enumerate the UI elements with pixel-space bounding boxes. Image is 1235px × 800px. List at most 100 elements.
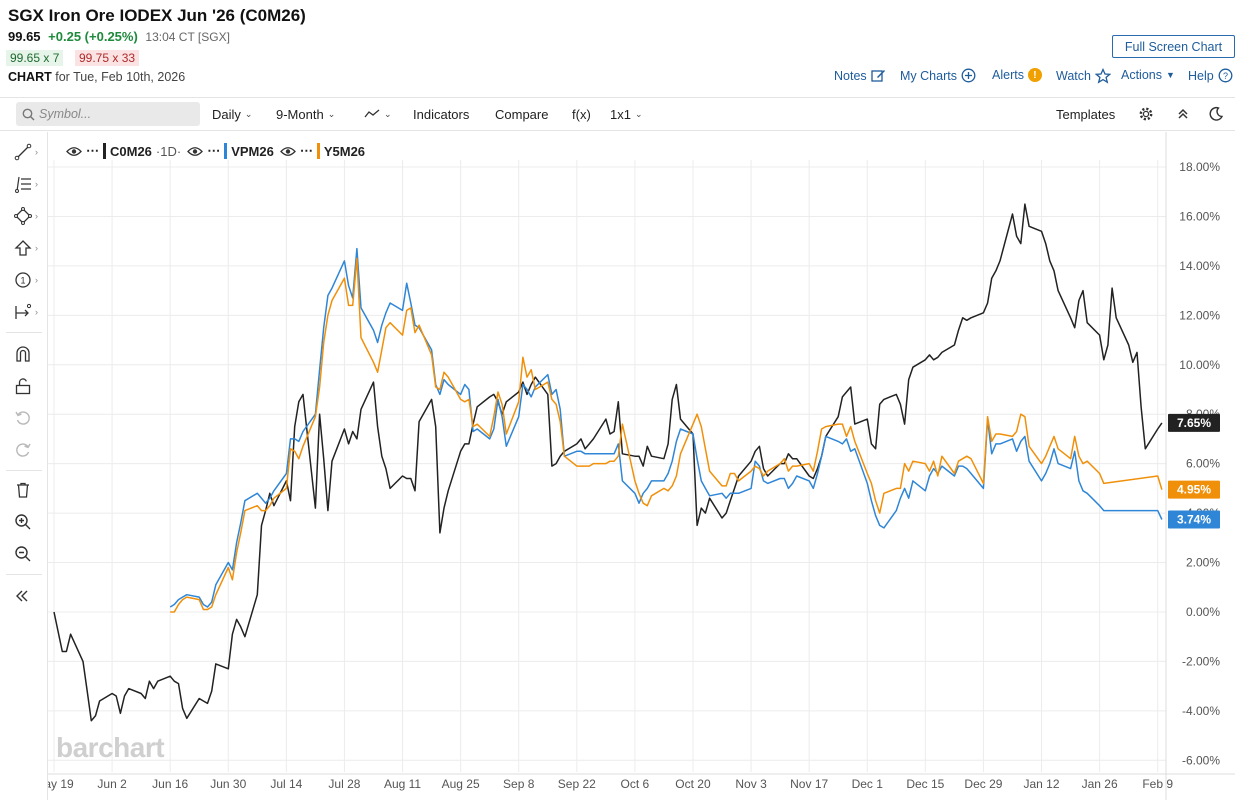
x-tick-label: Feb 9 [1142, 777, 1173, 791]
templates-button[interactable]: Templates [1056, 106, 1116, 122]
x-tick-label: Jan 26 [1082, 777, 1118, 791]
alert-icon: ! [1027, 68, 1042, 82]
svg-text:1: 1 [20, 276, 25, 286]
legend-label: C0M26 [110, 143, 152, 159]
legend-item-y5m26[interactable]: ⋯ Y5M26 [279, 143, 365, 159]
star-icon [1094, 68, 1111, 84]
alerts-label: Alerts [992, 68, 1024, 82]
fibonacci-icon [15, 176, 31, 193]
watch-button[interactable]: Watch [1056, 68, 1111, 84]
alerts-button[interactable]: Alerts ! [992, 68, 1042, 82]
svg-text:?: ? [1223, 71, 1228, 81]
annotation-tool[interactable]: 1 › [14, 268, 44, 292]
trendline-icon [14, 143, 32, 161]
series-color-swatch [224, 143, 228, 159]
series-color-swatch [103, 143, 106, 159]
plus-circle-icon [961, 68, 976, 83]
actions-menu[interactable]: Actions ▼ [1121, 68, 1175, 82]
series-line-c0m26[interactable] [53, 203, 1163, 722]
question-circle-icon: ? [1218, 68, 1233, 83]
help-button[interactable]: Help ? [1188, 68, 1233, 83]
symbol-placeholder: Symbol... [39, 107, 92, 121]
chevron-down-icon: ⌄ [244, 108, 253, 119]
quote-time: 13:04 CT [SGX] [145, 30, 230, 44]
divider [6, 332, 42, 333]
y-tick-label: -2.00% [1182, 654, 1220, 668]
barchart-watermark: barchart [56, 732, 165, 763]
y-tick-label: 6.00% [1186, 457, 1220, 471]
x-tick-label: Sep 8 [503, 777, 535, 791]
full-screen-chart-button[interactable]: Full Screen Chart [1112, 35, 1235, 58]
series-line-y5m26[interactable] [170, 257, 1163, 613]
legend-sublabel: ·1D· [155, 143, 182, 159]
undo-button[interactable] [14, 406, 44, 430]
trendline-tool[interactable]: › [14, 140, 44, 164]
indicators-button[interactable]: Indicators [413, 106, 470, 122]
compare-button[interactable]: Compare [495, 106, 549, 122]
settings-button[interactable] [1138, 98, 1154, 130]
unlock-icon [15, 378, 31, 395]
period-select[interactable]: 9-Month ⌄ [276, 98, 335, 130]
more-icon[interactable]: ⋯ [86, 143, 99, 158]
moon-icon [1209, 106, 1224, 121]
caret-down-icon: ▼ [1166, 70, 1175, 80]
x-tick-label: Oct 20 [675, 777, 711, 791]
shapes-tool[interactable]: › [14, 204, 44, 228]
notes-button[interactable]: Notes [834, 68, 886, 83]
eye-icon[interactable] [187, 146, 204, 157]
measure-tool[interactable]: › [14, 300, 44, 324]
last-value-label: 4.95% [1177, 483, 1211, 497]
x-tick-label: Aug 25 [442, 777, 480, 791]
line-chart-icon [364, 109, 380, 118]
my-charts-button[interactable]: My Charts [900, 68, 976, 83]
x-tick-label: Dec 1 [852, 777, 884, 791]
y-tick-label: 16.00% [1179, 209, 1220, 223]
gear-icon [1139, 107, 1153, 121]
help-label: Help [1188, 68, 1214, 83]
shapes-icon [14, 207, 32, 225]
price-change: +0.25 (+0.25%) [48, 29, 138, 44]
chevron-right-icon: › [35, 147, 38, 157]
x-tick-label: Jun 2 [97, 777, 127, 791]
numbered-marker-icon: 1 [15, 272, 31, 288]
delete-drawings-button[interactable] [14, 478, 44, 502]
zoom-out-icon [15, 546, 31, 562]
more-icon[interactable]: ⋯ [207, 143, 221, 158]
layout-select[interactable]: 1x1 ⌄ [610, 98, 643, 130]
legend-item-c0m26[interactable]: ⋯ C0M26·1D· [66, 143, 181, 159]
more-icon[interactable]: ⋯ [299, 143, 313, 158]
bid-badge: 99.65 x 7 [6, 50, 64, 66]
y-tick-label: 2.00% [1186, 556, 1220, 570]
chart-style-select[interactable]: ⌄ [364, 98, 392, 130]
collapse-button[interactable] [1176, 98, 1190, 130]
function-button[interactable]: f(x) [572, 106, 591, 122]
chevron-right-icon: › [35, 211, 38, 221]
last-value-label: 3.74% [1177, 513, 1211, 527]
price-chart[interactable]: 18.00%16.00%14.00%12.00%10.00%8.00%6.00%… [48, 132, 1235, 800]
lock-tool[interactable] [14, 374, 44, 398]
chart-toolbar: Symbol... Daily ⌄ 9-Month ⌄ ⌄ Indicators C… [0, 97, 1235, 131]
interval-select[interactable]: Daily ⌄ [212, 98, 252, 130]
fibonacci-tool[interactable]: › [14, 172, 44, 196]
magnet-tool[interactable] [14, 342, 44, 366]
collapse-sidebar-button[interactable] [14, 584, 44, 608]
layout-label: 1x1 [610, 106, 631, 122]
chart-legend: ⋯ C0M26·1D· ⋯ VPM26 ⋯ Y5M26 [66, 143, 365, 159]
divider [6, 470, 42, 471]
symbol-search-input[interactable]: Symbol... [16, 102, 200, 126]
legend-item-vpm26[interactable]: ⋯ VPM26 [187, 143, 274, 159]
page-title: SGX Iron Ore IODEX Jun '26 (C0M26) [8, 6, 306, 25]
zoom-out-button[interactable] [14, 542, 44, 566]
eye-icon[interactable] [279, 146, 296, 157]
last-value-label: 7.65% [1177, 416, 1211, 430]
chart-label: CHART [8, 70, 52, 84]
y-tick-label: 10.00% [1179, 358, 1220, 372]
last-value-badge [1168, 413, 1220, 432]
zoom-in-button[interactable] [14, 510, 44, 534]
eye-icon[interactable] [66, 146, 82, 157]
redo-button[interactable] [14, 438, 44, 462]
arrow-tool[interactable]: › [14, 236, 44, 260]
dark-mode-toggle[interactable] [1208, 98, 1224, 130]
x-tick-label: Nov 3 [735, 777, 767, 791]
series-color-swatch [316, 143, 320, 159]
